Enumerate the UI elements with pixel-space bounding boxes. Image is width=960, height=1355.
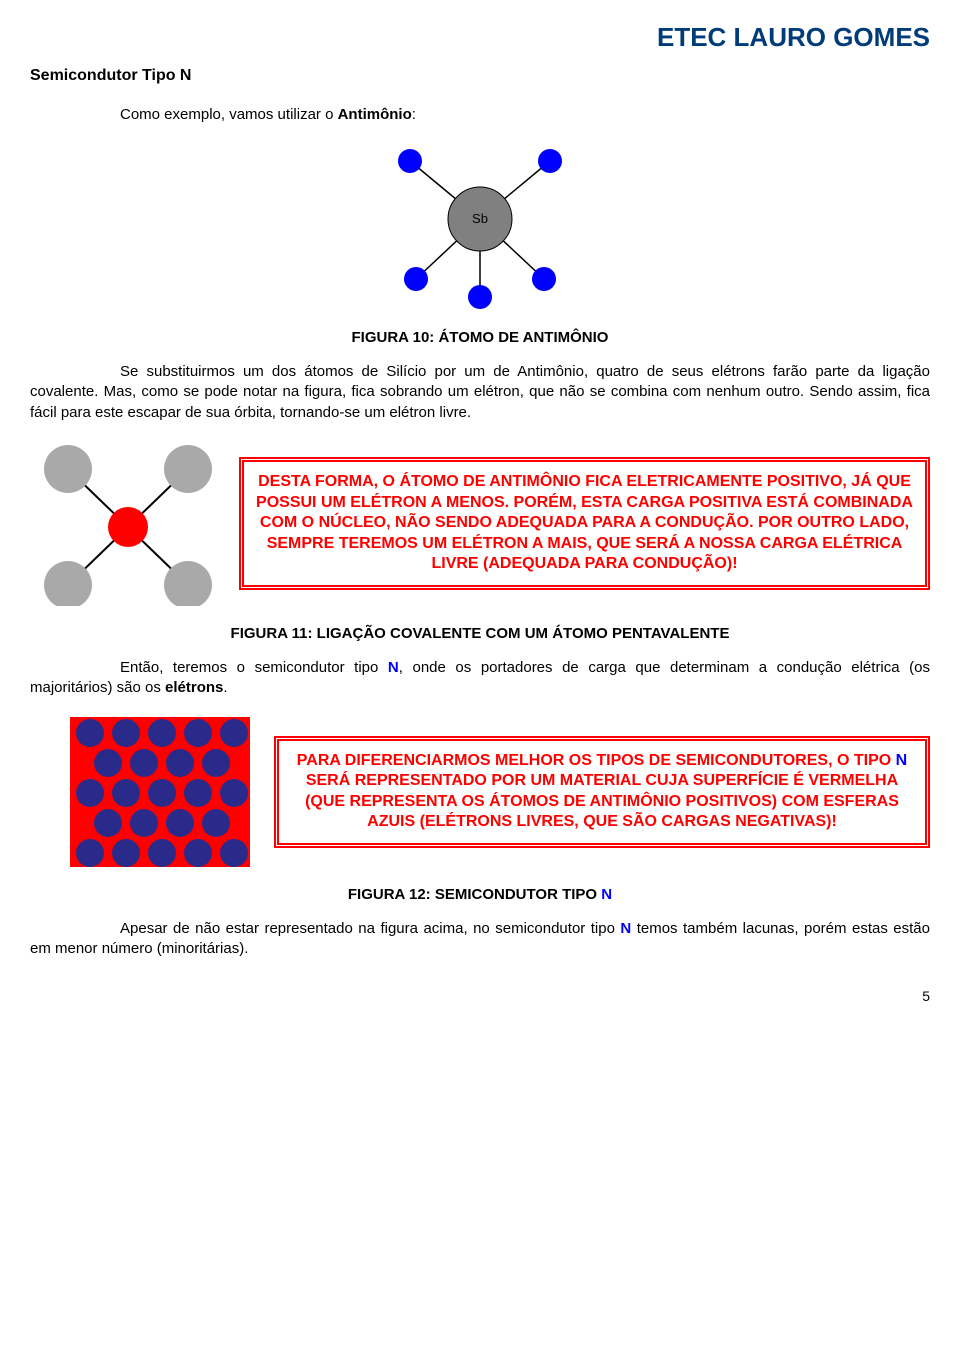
antimony-atom-diagram: Sb (380, 139, 580, 314)
figure-12-caption: FIGURA 12: SEMICONDUTOR TIPO N (30, 885, 930, 905)
callout-2-pre: PARA DIFERENCIARMOS MELHOR OS TIPOS DE S… (297, 752, 896, 769)
intro-prefix: Como exemplo, vamos utilizar o (120, 106, 338, 123)
covalent-bond-diagram (40, 441, 215, 606)
fig12-caption-prefix: FIGURA 12: SEMICONDUTOR TIPO (348, 886, 601, 903)
p2-suffix: . (223, 679, 227, 696)
intro-bold: Antimônio (338, 106, 412, 123)
figure-11-row: DESTA FORMA, O ÁTOMO DE ANTIMÔNIO FICA E… (30, 441, 930, 606)
intro-suffix: : (412, 106, 416, 123)
callout-1-text: DESTA FORMA, O ÁTOMO DE ANTIMÔNIO FICA E… (256, 473, 913, 572)
figure-10: Sb (30, 139, 930, 314)
p3-n: N (620, 920, 631, 937)
page-number: 5 (30, 987, 930, 1006)
section-title: Semicondutor Tipo N (30, 65, 930, 87)
callout-box-2: PARA DIFERENCIARMOS MELHOR OS TIPOS DE S… (274, 736, 930, 848)
figure-11-caption: FIGURA 11: LIGAÇÃO COVALENTE COM UM ÁTOM… (30, 624, 930, 644)
page-header: ETEC LAURO GOMES (30, 20, 930, 55)
paragraph-1: Se substituirmos um dos átomos de Silíci… (30, 362, 930, 423)
callout-2-post: SERÁ REPRESENTADO POR UM MATERIAL CUJA S… (305, 772, 899, 830)
paragraph-3: Apesar de não estar representado na figu… (30, 919, 930, 960)
fig12-caption-n: N (601, 886, 612, 903)
p2-bold: elétrons (165, 679, 223, 696)
p2-prefix: Então, teremos o semicondutor tipo (120, 659, 388, 676)
callout-box-1: DESTA FORMA, O ÁTOMO DE ANTIMÔNIO FICA E… (239, 457, 930, 589)
figure-12-row: PARA DIFERENCIARMOS MELHOR OS TIPOS DE S… (30, 717, 930, 867)
intro-line: Como exemplo, vamos utilizar o Antimônio… (120, 105, 930, 125)
p2-n: N (388, 659, 399, 676)
svg-text:Sb: Sb (472, 211, 488, 226)
n-type-semiconductor-diagram (70, 717, 250, 867)
figure-12 (30, 717, 250, 867)
callout-2-n: N (896, 752, 908, 769)
paragraph-2: Então, teremos o semicondutor tipo N, on… (30, 658, 930, 699)
figure-11 (30, 441, 215, 606)
figure-10-caption: FIGURA 10: ÁTOMO DE ANTIMÔNIO (30, 328, 930, 348)
p3-prefix: Apesar de não estar representado na figu… (120, 920, 620, 937)
